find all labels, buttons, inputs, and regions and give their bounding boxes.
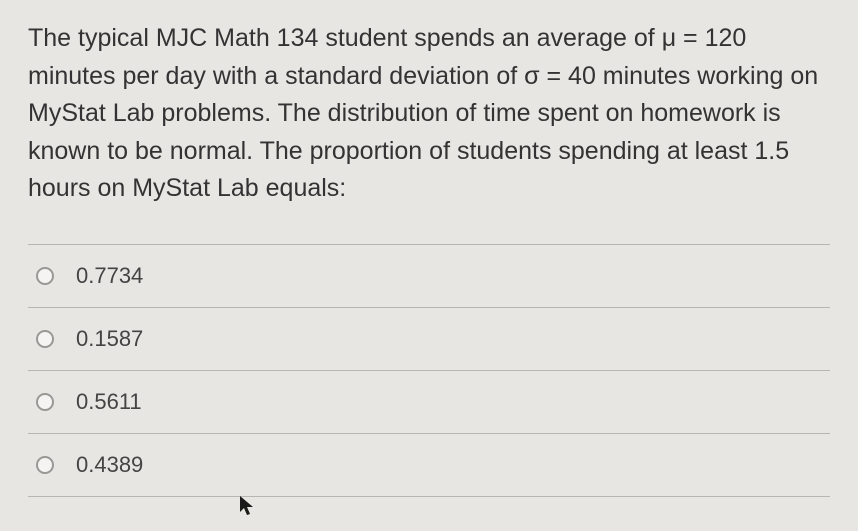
radio-button[interactable] [36,393,54,411]
cursor-icon [238,494,256,518]
question-text: The typical MJC Math 134 student spends … [28,20,830,208]
radio-button[interactable] [36,456,54,474]
radio-button[interactable] [36,330,54,348]
options-list: 0.7734 0.1587 0.5611 0.4389 [28,244,830,497]
option-label: 0.5611 [76,389,142,415]
option-label: 0.4389 [76,452,143,478]
option-row-2[interactable]: 0.5611 [28,370,830,433]
option-row-1[interactable]: 0.1587 [28,307,830,370]
option-row-3[interactable]: 0.4389 [28,433,830,497]
option-label: 0.1587 [76,326,143,352]
radio-button[interactable] [36,267,54,285]
option-row-0[interactable]: 0.7734 [28,244,830,307]
option-label: 0.7734 [76,263,143,289]
